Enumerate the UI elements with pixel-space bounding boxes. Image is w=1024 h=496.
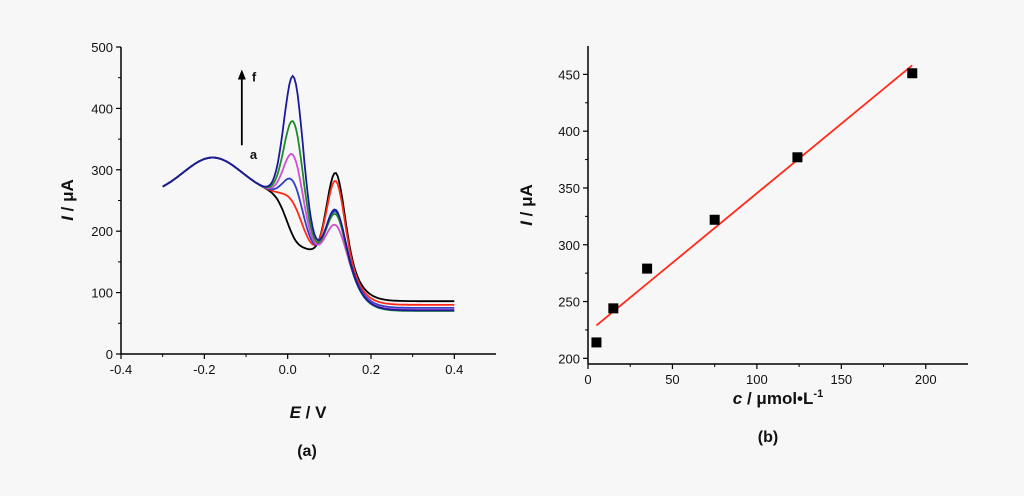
panel-a-y-label: I / μA bbox=[58, 179, 77, 221]
panel-a: -0.4 -0.2 0.0 0.2 0.4 0 100 200 300 400 500 f a E … bbox=[58, 40, 496, 460]
panel-b: 0 50 100 150 200 200 250 300 350 400 450 c / μmol•… bbox=[517, 46, 968, 446]
x-unit-sup: -1 bbox=[813, 388, 823, 400]
voltammogram-series-group bbox=[162, 74, 455, 312]
series-f-curve bbox=[162, 74, 455, 312]
panel-b-y-label: I / μA bbox=[517, 184, 536, 226]
x-tick-label: 0.4 bbox=[445, 362, 463, 377]
y-var: I bbox=[58, 215, 77, 221]
y-tick-label: 300 bbox=[558, 238, 580, 253]
x-tick-label: 150 bbox=[830, 372, 852, 387]
data-point bbox=[907, 68, 918, 79]
x-var: E bbox=[290, 403, 302, 422]
x-unit: / μmol•L bbox=[742, 389, 813, 408]
x-tick-label: 0.2 bbox=[362, 362, 380, 377]
x-unit: / V bbox=[301, 403, 327, 422]
x-tick-label: 50 bbox=[665, 372, 679, 387]
arrow-head-icon bbox=[237, 69, 246, 80]
y-unit: / μA bbox=[58, 179, 77, 216]
caption-a: (a) bbox=[297, 443, 317, 460]
fit-line bbox=[595, 64, 913, 327]
scatter-points-group bbox=[591, 68, 918, 348]
x-tick-label: 100 bbox=[746, 372, 768, 387]
y-tick-label: 450 bbox=[558, 67, 580, 82]
x-var: c bbox=[733, 389, 743, 408]
y-tick-label: 350 bbox=[558, 181, 580, 196]
data-point bbox=[608, 303, 619, 314]
y-tick-label: 0 bbox=[106, 347, 113, 362]
x-tick-label: -0.2 bbox=[193, 362, 215, 377]
data-point bbox=[642, 263, 653, 274]
y-tick-label: 100 bbox=[91, 286, 113, 301]
y-unit: / μA bbox=[517, 184, 536, 221]
data-point bbox=[792, 152, 803, 163]
y-var: I bbox=[517, 220, 536, 226]
y-tick-label: 400 bbox=[91, 101, 113, 116]
label-a: a bbox=[250, 147, 258, 162]
series-a-curve bbox=[162, 156, 455, 303]
panel-b-x-label: c / μmol•L-1 bbox=[733, 388, 823, 408]
series-c-curve bbox=[162, 156, 455, 309]
x-tick-label: 0 bbox=[584, 372, 591, 387]
y-tick-label: 400 bbox=[558, 124, 580, 139]
y-tick-label: 200 bbox=[91, 224, 113, 239]
x-tick-label: 200 bbox=[915, 372, 937, 387]
caption-b: (b) bbox=[758, 429, 778, 446]
panel-a-x-label: E / V bbox=[290, 403, 328, 422]
data-point bbox=[709, 214, 720, 225]
y-tick-label: 300 bbox=[91, 163, 113, 178]
data-point bbox=[591, 337, 602, 348]
x-tick-label: 0.0 bbox=[279, 362, 297, 377]
y-tick-label: 200 bbox=[558, 351, 580, 366]
label-f: f bbox=[252, 70, 257, 85]
x-tick-label: -0.4 bbox=[110, 362, 132, 377]
series-e-curve bbox=[162, 120, 455, 312]
y-tick-label: 500 bbox=[91, 40, 113, 55]
y-tick-label: 250 bbox=[558, 295, 580, 310]
